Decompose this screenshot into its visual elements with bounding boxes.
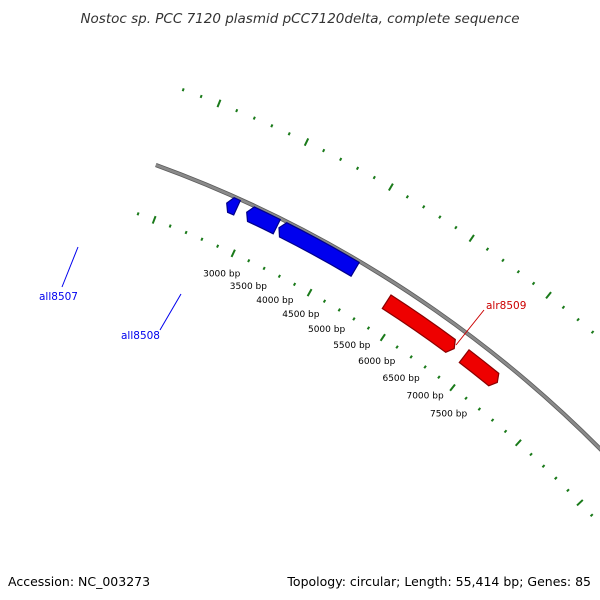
gene-label-alr8509: alr8509 <box>486 300 526 312</box>
gc-skew-mark <box>516 269 521 274</box>
gc-skew-mark <box>490 418 495 422</box>
gc-skew-mark <box>464 396 468 401</box>
gc-skew-mark <box>277 274 281 279</box>
gc-skew-mark <box>262 266 266 271</box>
topology-text: Topology: circular; Length: 55,414 bp; G… <box>286 574 591 589</box>
gc-skew-mark <box>366 326 371 330</box>
gc-skew-mark <box>501 258 505 263</box>
gc-skew-mark <box>252 116 256 120</box>
gc-skew-mark <box>199 94 203 99</box>
gc-skew-mark <box>503 429 508 434</box>
gc-skew-mark <box>405 195 409 199</box>
tick-label: 5000 bp <box>308 325 345 335</box>
scale-tick-labels: 3000 bp 3500 bp 4000 bp 4500 bp 5000 bp 5500 … <box>203 269 467 419</box>
gc-skew-mark <box>322 299 327 303</box>
gc-skew-mark <box>136 212 140 216</box>
gc-skew-mark <box>423 365 427 369</box>
tick-label: 6000 bp <box>358 357 395 367</box>
gc-skew-mark <box>590 330 595 334</box>
tick-label: 5500 bp <box>333 341 370 351</box>
gc-skew-mark <box>216 244 220 248</box>
gc-skew-mark <box>200 237 204 242</box>
backbone-outline <box>155 163 600 452</box>
gc-skew-mark <box>395 345 399 349</box>
gc-skew-mark <box>561 305 566 310</box>
gc-skew-mark <box>372 175 376 180</box>
gc-skew-mark <box>477 407 482 411</box>
gc-skew-mark <box>531 281 536 286</box>
gc-skew-mark <box>468 234 475 243</box>
gc-skew-mark <box>303 138 310 147</box>
gc-skew-mark <box>589 513 594 517</box>
gc-skew-mark <box>554 476 558 480</box>
gc-skew-mark <box>230 249 236 258</box>
gene-unlabeled[interactable] <box>226 197 242 216</box>
gc-skew-mark <box>168 224 172 228</box>
outer-gc-marks <box>181 88 595 334</box>
gc-skew-mark <box>352 317 356 321</box>
tick-label: 7500 bp <box>430 410 467 420</box>
gene-all8508[interactable] <box>278 222 361 278</box>
gene-label-all8507: all8507 <box>39 291 78 303</box>
gc-skew-mark <box>514 439 522 447</box>
tick-label: 3500 bp <box>230 282 267 292</box>
plasmid-backbone <box>155 163 600 452</box>
gc-skew-mark <box>306 288 313 297</box>
gene-all8507[interactable] <box>246 206 282 235</box>
map-title: Nostoc sp. PCC 7120 plasmid pCC7120delta… <box>80 11 519 27</box>
gc-skew-mark <box>339 157 343 162</box>
accession-text: Accession: NC_003273 <box>8 574 150 589</box>
gc-skew-mark <box>235 108 239 113</box>
gc-skew-mark <box>151 215 157 224</box>
leader-line <box>159 293 182 331</box>
gc-skew-mark <box>287 132 291 136</box>
gc-skew-mark <box>529 452 533 457</box>
gene-labels: all8507 all8508 alr8509 <box>39 246 526 346</box>
gc-skew-mark <box>355 166 360 171</box>
gene-unlabeled[interactable] <box>458 348 500 387</box>
gc-skew-mark <box>388 183 394 192</box>
gene-label-all8508: all8508 <box>121 330 160 342</box>
inner-gc-marks <box>136 212 594 517</box>
gc-skew-mark <box>437 375 441 379</box>
gc-skew-mark <box>216 99 222 108</box>
gc-skew-mark <box>576 317 580 322</box>
gc-skew-mark <box>485 247 490 251</box>
gc-skew-mark <box>337 308 341 312</box>
leader-line <box>455 309 485 346</box>
gene-features <box>226 197 500 387</box>
gc-skew-mark <box>292 282 297 287</box>
tick-label: 4000 bp <box>256 296 293 306</box>
backbone-line <box>155 163 600 451</box>
tick-label: 6500 bp <box>382 374 419 384</box>
gc-skew-mark <box>322 148 326 153</box>
gc-skew-mark <box>545 291 552 299</box>
tick-label: 3000 bp <box>203 269 240 279</box>
gc-skew-mark <box>409 355 413 359</box>
gc-skew-mark <box>438 215 442 219</box>
leader-line <box>61 246 79 288</box>
gc-skew-mark <box>422 205 426 209</box>
tick-label: 7000 bp <box>406 392 443 402</box>
gc-skew-mark <box>566 488 570 493</box>
gc-skew-mark <box>270 124 274 128</box>
gene-alr8509[interactable] <box>381 294 456 353</box>
tick-label: 4500 bp <box>282 310 319 320</box>
gc-skew-mark <box>181 88 185 92</box>
gc-skew-mark <box>379 333 386 342</box>
gc-skew-mark <box>184 230 188 235</box>
gc-skew-mark <box>247 258 251 263</box>
gc-skew-mark <box>541 464 546 468</box>
gc-skew-mark <box>449 383 456 392</box>
gc-skew-mark <box>576 499 584 507</box>
gc-skew-mark <box>454 225 458 230</box>
